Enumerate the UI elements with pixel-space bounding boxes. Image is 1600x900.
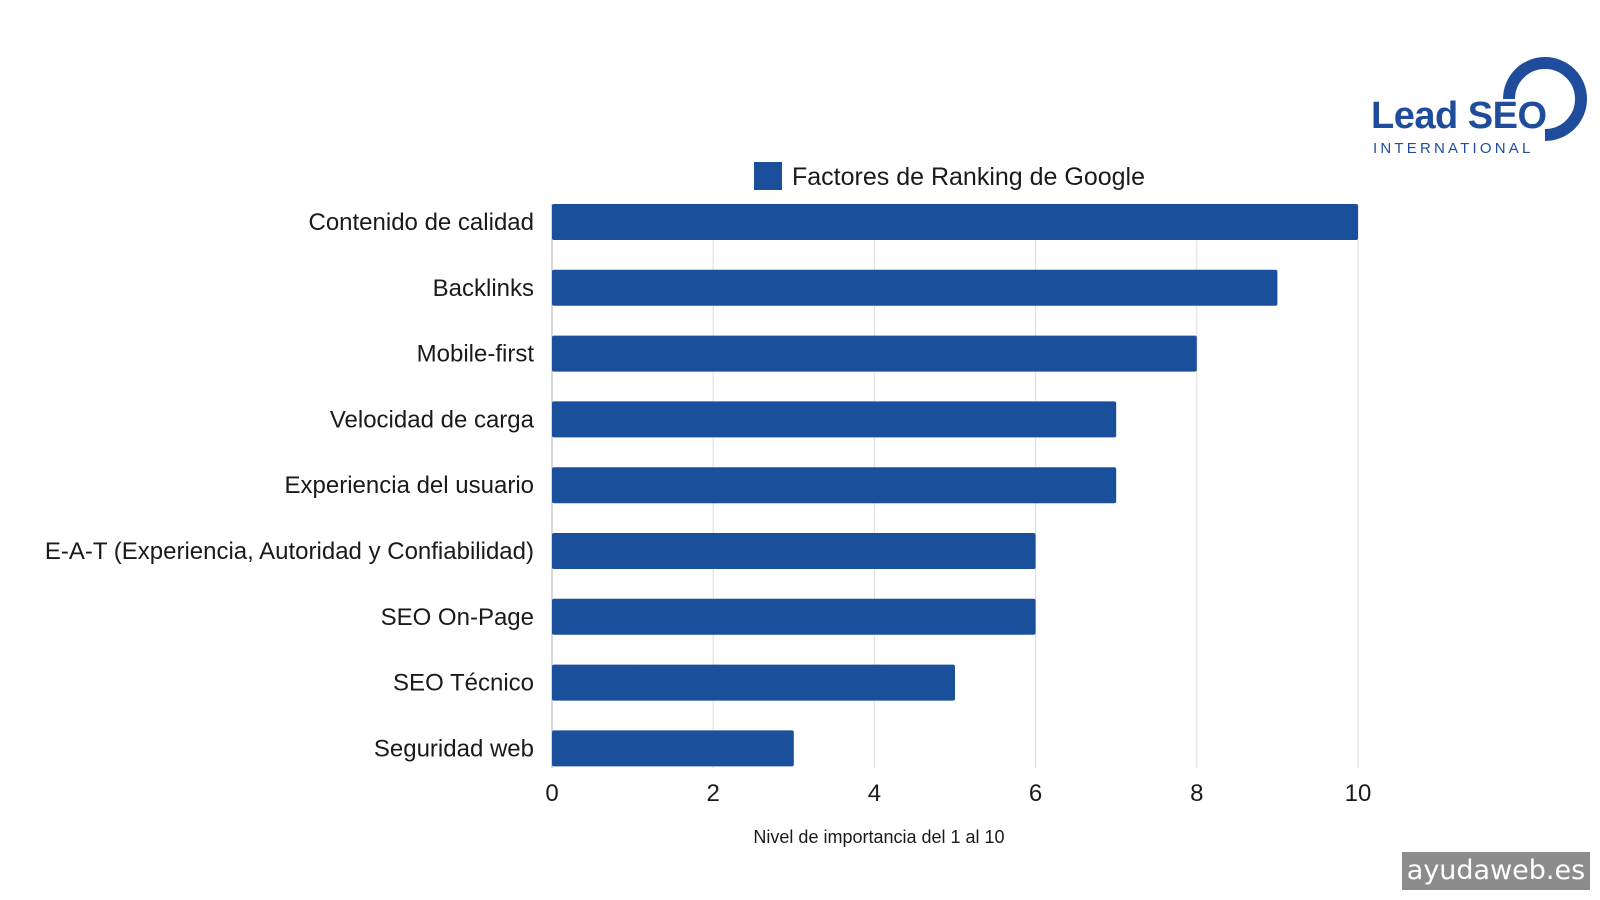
category-label: Seguridad web — [374, 735, 534, 762]
bar — [552, 730, 794, 767]
bar — [552, 533, 1036, 569]
x-tick-label: 0 — [545, 780, 558, 807]
x-tick-label: 4 — [868, 780, 881, 807]
legend-label: Factores de Ranking de Google — [792, 163, 1145, 191]
bar — [552, 664, 955, 701]
legend: Factores de Ranking de Google — [754, 162, 1145, 191]
category-label: Backlinks — [433, 275, 534, 302]
category-label: SEO Técnico — [393, 670, 534, 697]
bar — [552, 204, 1358, 240]
x-tick-labels: 0 2 4 6 8 10 — [545, 780, 1371, 807]
category-label: Contenido de calidad — [308, 209, 534, 236]
brand-logo: Lead SEO INTERNATIONAL — [1368, 55, 1590, 165]
x-tick-label: 10 — [1345, 780, 1372, 807]
bar — [552, 335, 1197, 372]
x-tick-label: 2 — [707, 780, 720, 807]
bar — [552, 598, 1036, 635]
bar — [552, 467, 1117, 504]
logo-subtitle: INTERNATIONAL — [1373, 140, 1534, 157]
bar — [552, 401, 1117, 438]
category-label: Velocidad de carga — [330, 406, 535, 433]
x-tick-label: 8 — [1190, 780, 1203, 807]
bars — [552, 204, 1358, 767]
category-label: E-A-T (Experiencia, Autoridad y Confiabi… — [45, 538, 534, 565]
bar — [552, 269, 1278, 306]
category-label: Mobile-first — [417, 341, 535, 368]
watermark: ayudaweb.es — [1402, 852, 1590, 890]
logo-ring-icon — [1503, 57, 1587, 141]
category-labels: Contenido de calidad Backlinks Mobile-firs… — [45, 209, 535, 762]
category-label: Experiencia del usuario — [285, 472, 534, 499]
x-axis-label: Nivel de importancia del 1 al 10 — [753, 827, 1004, 847]
logo-title: Lead SEO — [1371, 95, 1547, 137]
legend-swatch — [754, 162, 782, 190]
category-label: SEO On-Page — [381, 604, 534, 631]
x-tick-label: 6 — [1029, 780, 1042, 807]
